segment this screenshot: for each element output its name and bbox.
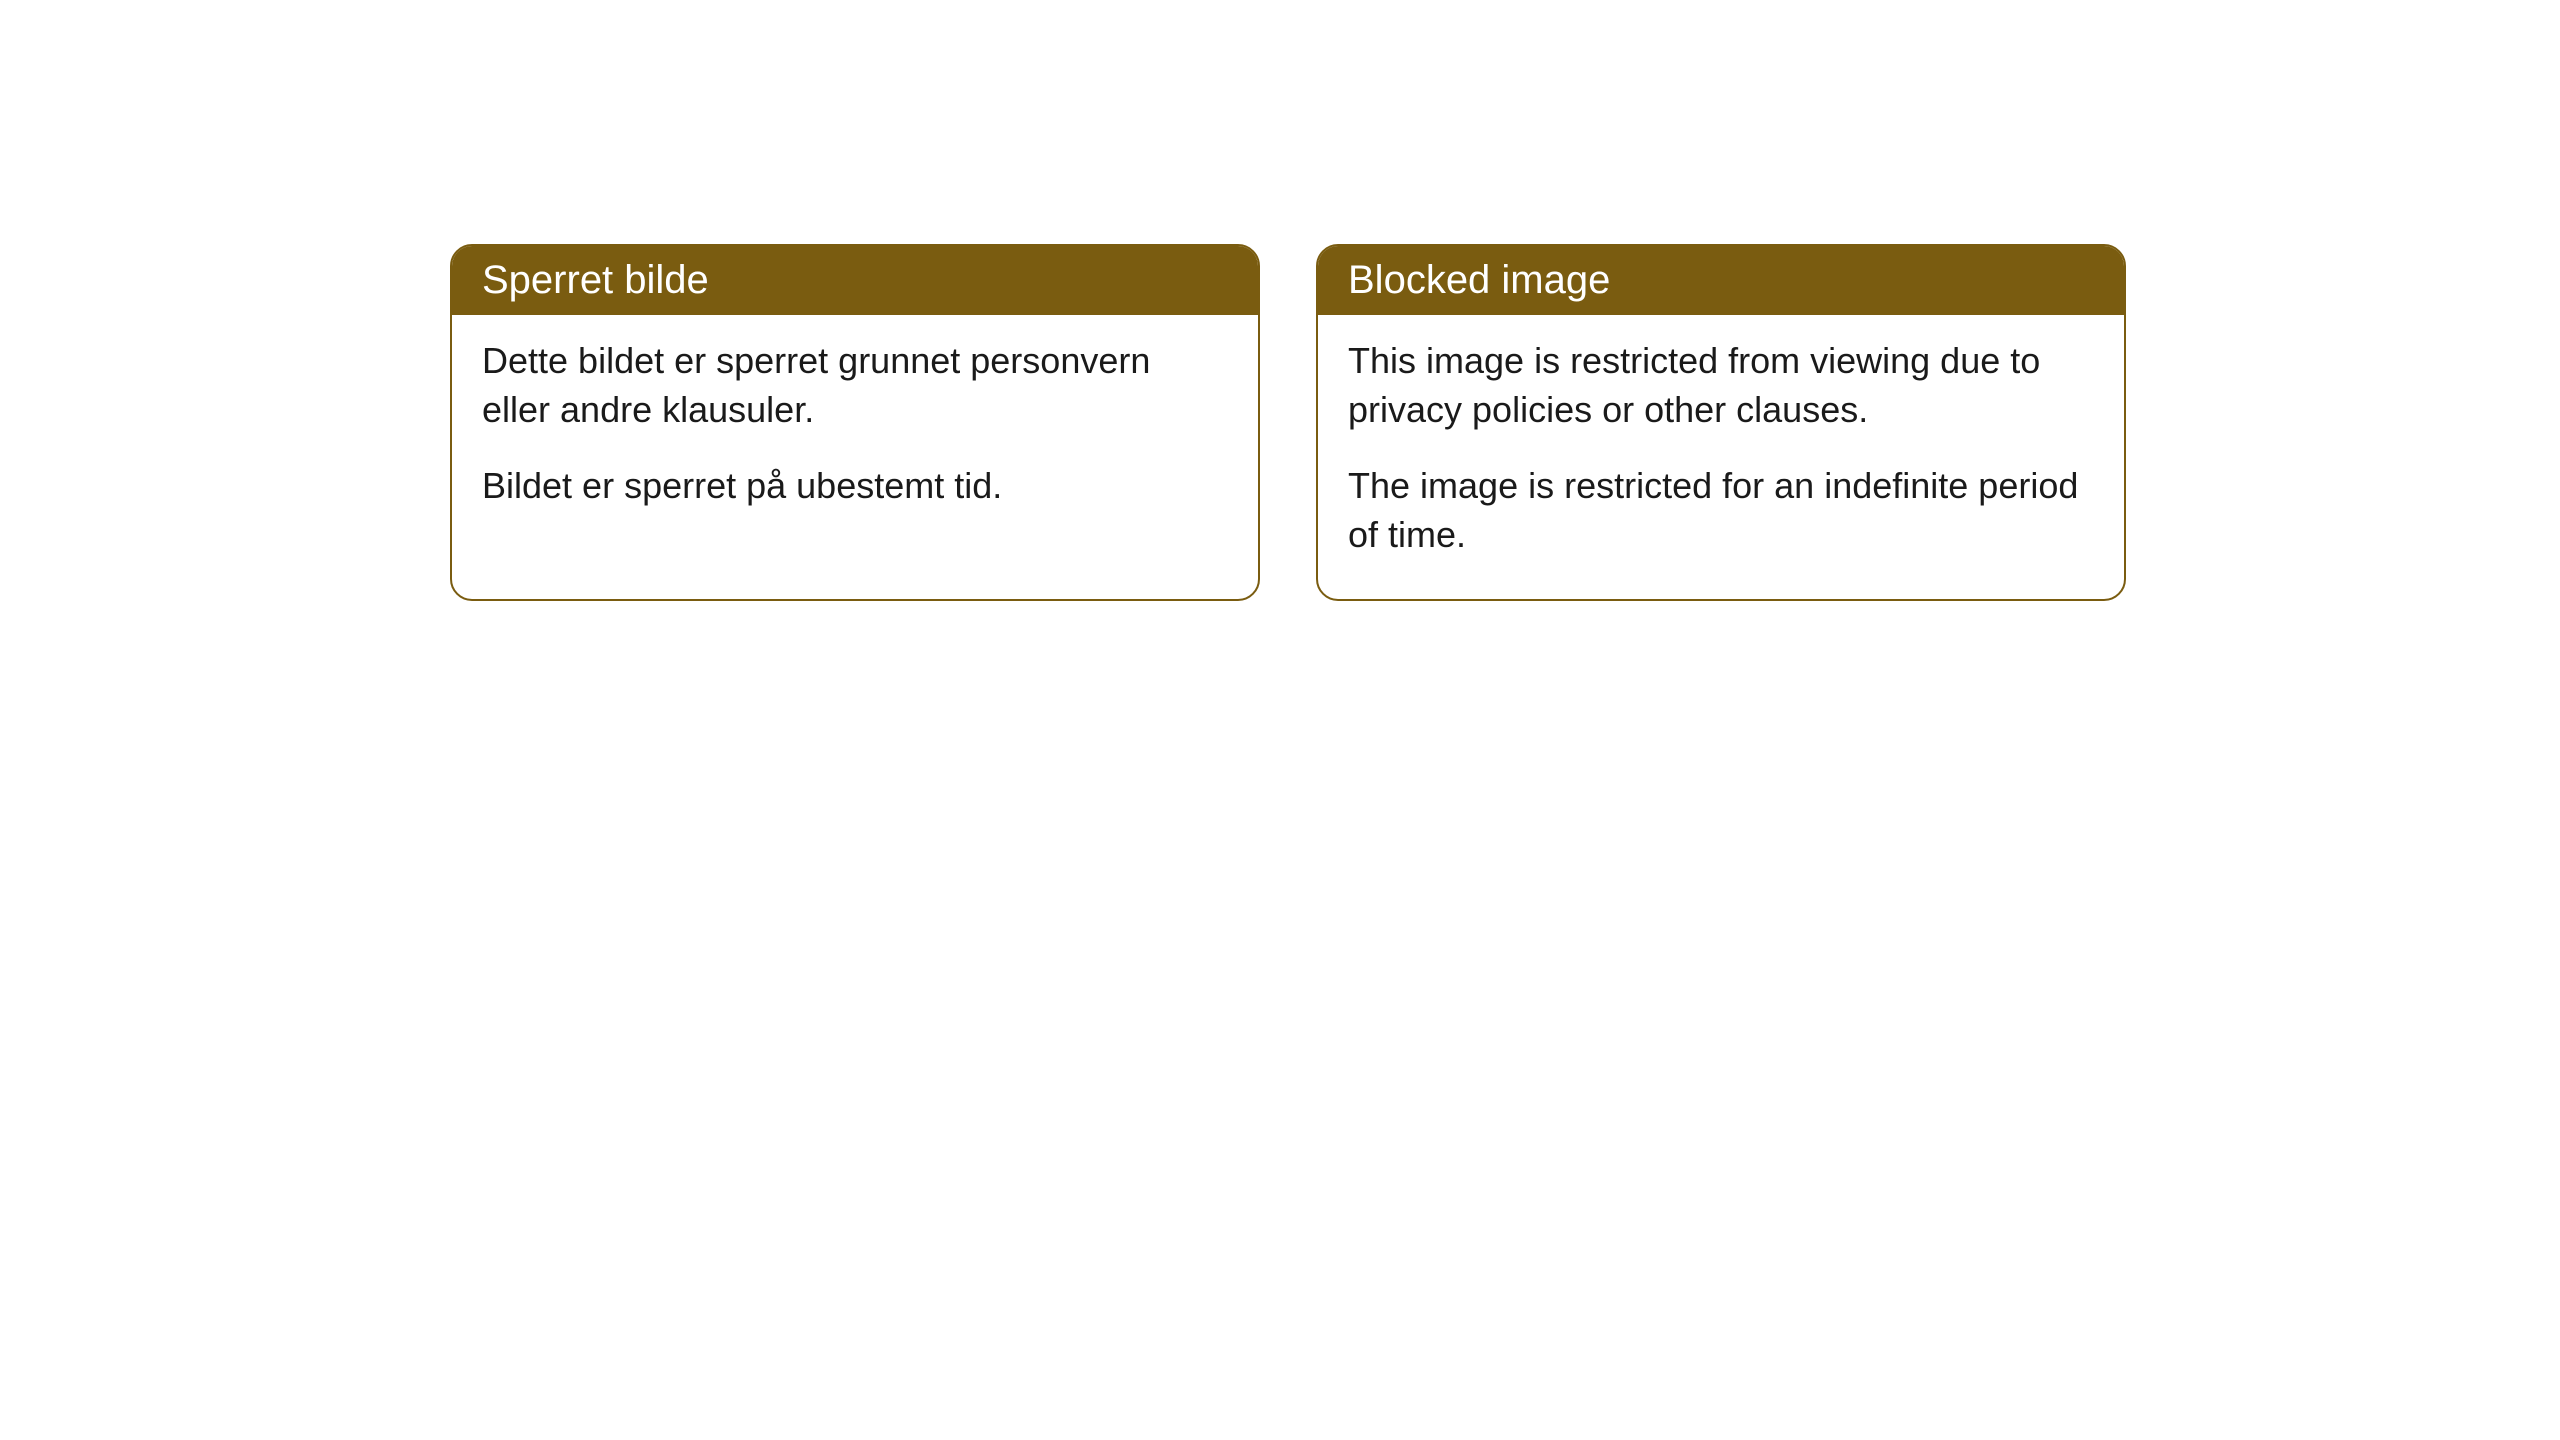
card-header: Sperret bilde xyxy=(452,246,1258,315)
card-body: This image is restricted from viewing du… xyxy=(1318,315,2124,599)
blocked-image-card-english: Blocked image This image is restricted f… xyxy=(1316,244,2126,601)
card-paragraph: The image is restricted for an indefinit… xyxy=(1348,462,2094,559)
card-paragraph: This image is restricted from viewing du… xyxy=(1348,337,2094,434)
card-paragraph: Dette bildet er sperret grunnet personve… xyxy=(482,337,1228,434)
card-paragraph: Bildet er sperret på ubestemt tid. xyxy=(482,462,1228,511)
blocked-image-card-norwegian: Sperret bilde Dette bildet er sperret gr… xyxy=(450,244,1260,601)
card-header: Blocked image xyxy=(1318,246,2124,315)
card-title: Blocked image xyxy=(1348,258,1610,302)
notice-cards-container: Sperret bilde Dette bildet er sperret gr… xyxy=(450,244,2126,601)
card-title: Sperret bilde xyxy=(482,258,709,302)
card-body: Dette bildet er sperret grunnet personve… xyxy=(452,315,1258,551)
